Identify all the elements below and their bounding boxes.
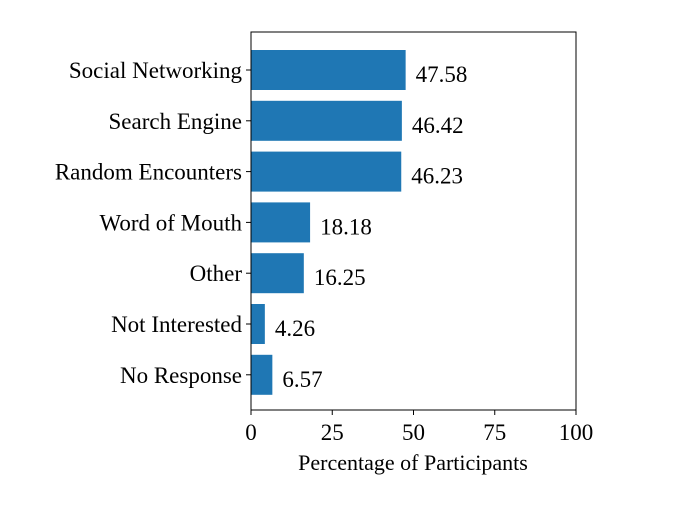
x-tick-label: 25 xyxy=(321,420,344,445)
data-label: 47.58 xyxy=(416,62,468,87)
category-label: Random Encounters xyxy=(55,160,242,185)
bar xyxy=(251,253,304,294)
data-label: 6.57 xyxy=(282,367,322,392)
data-label: 18.18 xyxy=(320,214,372,239)
data-label: 4.26 xyxy=(275,316,315,341)
data-label: 46.42 xyxy=(412,113,464,138)
x-axis-label: Percentage of Participants xyxy=(298,450,528,475)
bars-group xyxy=(251,50,406,395)
category-labels: Social Networking Search Engine Random Enc… xyxy=(55,58,243,388)
x-tick-label: 0 xyxy=(245,420,257,445)
x-tick-label: 100 xyxy=(559,420,594,445)
category-label: Not Interested xyxy=(111,312,242,337)
bar xyxy=(251,151,402,192)
bar xyxy=(251,50,406,90)
category-label: Other xyxy=(190,261,243,286)
x-axis-ticks: 0 25 50 75 100 xyxy=(245,69,594,445)
x-tick-label: 75 xyxy=(483,420,506,445)
bar xyxy=(251,304,265,344)
bar xyxy=(251,354,273,395)
category-label: Social Networking xyxy=(69,58,243,83)
value-labels: 47.58 46.42 46.23 18.18 16.25 4.26 6.57 xyxy=(275,62,468,392)
bar xyxy=(251,202,311,243)
category-label: Word of Mouth xyxy=(99,210,242,235)
bar xyxy=(251,100,402,141)
category-label: No Response xyxy=(120,363,242,388)
plot-frame xyxy=(250,31,577,411)
data-label: 46.23 xyxy=(411,164,463,189)
data-label: 16.25 xyxy=(314,265,366,290)
x-tick-label: 50 xyxy=(402,420,425,445)
category-label: Search Engine xyxy=(109,109,242,134)
